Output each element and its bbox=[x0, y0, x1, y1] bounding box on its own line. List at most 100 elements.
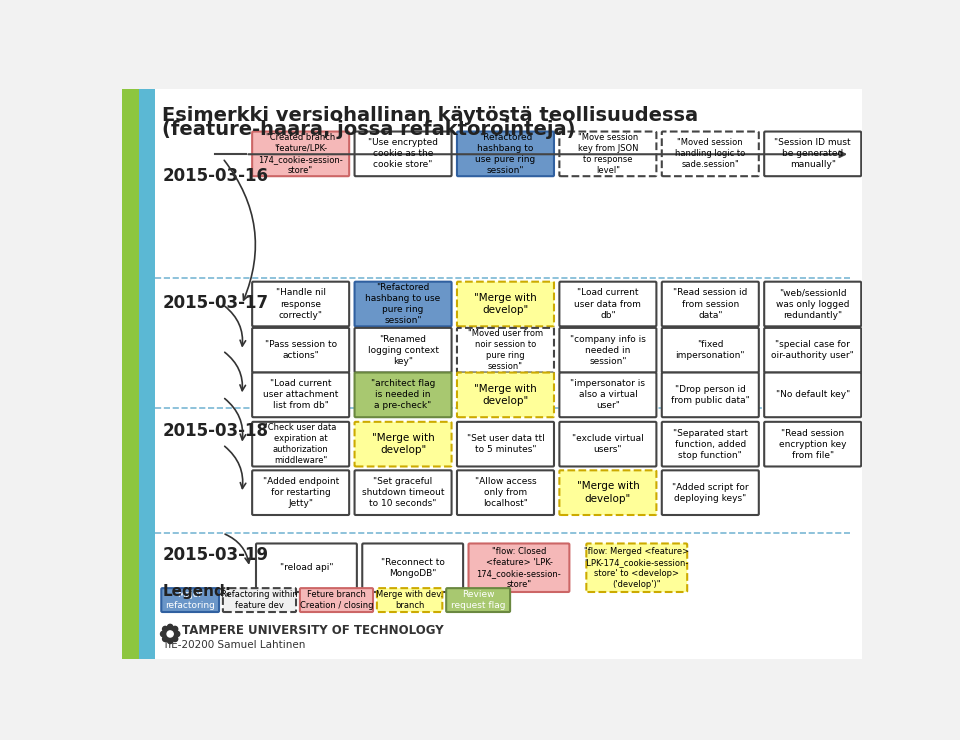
Text: TAMPERE UNIVERSITY OF TECHNOLOGY: TAMPERE UNIVERSITY OF TECHNOLOGY bbox=[182, 625, 444, 637]
Text: "Merge with
develop": "Merge with develop" bbox=[474, 293, 537, 315]
Text: 2015-03-19: 2015-03-19 bbox=[162, 546, 269, 565]
FancyBboxPatch shape bbox=[661, 132, 758, 176]
FancyBboxPatch shape bbox=[560, 328, 657, 372]
FancyBboxPatch shape bbox=[252, 422, 349, 466]
Circle shape bbox=[167, 631, 173, 637]
FancyBboxPatch shape bbox=[587, 543, 687, 592]
FancyBboxPatch shape bbox=[661, 471, 758, 515]
Text: "Load current
user attachment
list from db": "Load current user attachment list from … bbox=[263, 380, 338, 411]
Text: "Drop person id
from public data": "Drop person id from public data" bbox=[671, 385, 750, 405]
FancyBboxPatch shape bbox=[457, 422, 554, 466]
FancyBboxPatch shape bbox=[256, 543, 357, 592]
Text: "Set graceful
shutdown timeout
to 10 seconds": "Set graceful shutdown timeout to 10 sec… bbox=[362, 477, 444, 508]
FancyBboxPatch shape bbox=[161, 588, 219, 612]
FancyBboxPatch shape bbox=[764, 372, 861, 417]
Text: "fixed
impersonation": "fixed impersonation" bbox=[676, 340, 745, 360]
Text: "Merge with
develop": "Merge with develop" bbox=[474, 383, 537, 406]
Circle shape bbox=[167, 625, 173, 630]
Text: 2015-03-18: 2015-03-18 bbox=[162, 423, 269, 440]
FancyBboxPatch shape bbox=[252, 132, 349, 176]
Text: "Renamed
logging context
key": "Renamed logging context key" bbox=[368, 334, 439, 366]
FancyBboxPatch shape bbox=[139, 89, 155, 659]
Text: "Load current
user data from
db": "Load current user data from db" bbox=[574, 289, 641, 320]
FancyBboxPatch shape bbox=[457, 328, 554, 372]
Text: "Merge with
develop": "Merge with develop" bbox=[577, 482, 639, 504]
FancyBboxPatch shape bbox=[354, 422, 451, 466]
Text: Esimerkki versiohallinan käytöstä teollisuudessa: Esimerkki versiohallinan käytöstä teolli… bbox=[162, 106, 699, 125]
FancyBboxPatch shape bbox=[457, 282, 554, 326]
FancyBboxPatch shape bbox=[354, 282, 451, 326]
Text: "Allow access
only from
localhost": "Allow access only from localhost" bbox=[474, 477, 537, 508]
FancyBboxPatch shape bbox=[661, 282, 758, 326]
Text: "impersonator is
also a virtual
user": "impersonator is also a virtual user" bbox=[570, 380, 645, 411]
Text: "company info is
needed in
session": "company info is needed in session" bbox=[570, 334, 646, 366]
Text: Merge with dev.
branch: Merge with dev. branch bbox=[376, 590, 444, 610]
Text: "No default key": "No default key" bbox=[776, 391, 850, 400]
Text: "Merge with
develop": "Merge with develop" bbox=[372, 433, 435, 455]
Circle shape bbox=[173, 626, 178, 632]
Text: "Read session id
from session
data": "Read session id from session data" bbox=[673, 289, 748, 320]
Text: "Session ID must
be generated
manually": "Session ID must be generated manually" bbox=[775, 138, 851, 169]
Circle shape bbox=[162, 636, 168, 642]
Circle shape bbox=[160, 631, 166, 636]
Text: Refactoring within
feature dev: Refactoring within feature dev bbox=[221, 590, 298, 610]
FancyBboxPatch shape bbox=[377, 588, 443, 612]
Text: "web/sessionId
was only logged
redundantly": "web/sessionId was only logged redundant… bbox=[776, 289, 850, 320]
Circle shape bbox=[167, 638, 173, 644]
FancyBboxPatch shape bbox=[252, 328, 349, 372]
FancyBboxPatch shape bbox=[354, 471, 451, 515]
FancyBboxPatch shape bbox=[560, 422, 657, 466]
Circle shape bbox=[163, 627, 177, 641]
Circle shape bbox=[173, 636, 178, 642]
Text: "Separated start
function, added
stop function": "Separated start function, added stop fu… bbox=[673, 428, 748, 460]
FancyBboxPatch shape bbox=[300, 588, 373, 612]
Text: "special case for
oir-authority user": "special case for oir-authority user" bbox=[771, 340, 854, 360]
Text: "Moved session
handling logic to
sade.session": "Moved session handling logic to sade.se… bbox=[675, 138, 745, 169]
Text: Feture branch
Creation / closing: Feture branch Creation / closing bbox=[300, 590, 373, 610]
FancyBboxPatch shape bbox=[252, 282, 349, 326]
Text: "Added script for
deploying keys": "Added script for deploying keys" bbox=[672, 482, 749, 502]
Text: "Check user data
expiration at
authorization
middleware": "Check user data expiration at authoriza… bbox=[264, 423, 337, 465]
FancyBboxPatch shape bbox=[661, 422, 758, 466]
Text: "Handle nil
response
correctly": "Handle nil response correctly" bbox=[276, 289, 325, 320]
FancyBboxPatch shape bbox=[457, 372, 554, 417]
FancyBboxPatch shape bbox=[560, 282, 657, 326]
Text: "Pass session to
actions": "Pass session to actions" bbox=[265, 340, 337, 360]
FancyBboxPatch shape bbox=[457, 132, 554, 176]
Text: "flow: Closed
<feature> 'LPK-
174_cookie-session-
store": "flow: Closed <feature> 'LPK- 174_cookie… bbox=[476, 547, 562, 589]
Text: 2015-03-16: 2015-03-16 bbox=[162, 166, 269, 185]
Text: "Move session
key from JSON
to response
level": "Move session key from JSON to response … bbox=[578, 132, 638, 175]
Text: "reload api": "reload api" bbox=[279, 563, 333, 572]
FancyBboxPatch shape bbox=[123, 89, 139, 659]
Text: "Moved user from
noir session to
pure ring
session": "Moved user from noir session to pure ri… bbox=[468, 329, 543, 371]
Circle shape bbox=[162, 626, 168, 632]
Text: "Use encrypted
cookie as the
cookie store": "Use encrypted cookie as the cookie stor… bbox=[368, 138, 438, 169]
FancyBboxPatch shape bbox=[252, 471, 349, 515]
FancyBboxPatch shape bbox=[560, 471, 657, 515]
FancyBboxPatch shape bbox=[123, 89, 861, 659]
Text: "architect flag
is needed in
a pre-check": "architect flag is needed in a pre-check… bbox=[371, 380, 435, 411]
FancyBboxPatch shape bbox=[223, 588, 296, 612]
FancyBboxPatch shape bbox=[468, 543, 569, 592]
FancyBboxPatch shape bbox=[354, 372, 451, 417]
FancyBboxPatch shape bbox=[661, 372, 758, 417]
Text: (feature-haara, jossa refaktorointeja): (feature-haara, jossa refaktorointeja) bbox=[162, 120, 576, 138]
Text: 2015-03-17: 2015-03-17 bbox=[162, 294, 269, 312]
Text: TIE-20200 Samuel Lahtinen: TIE-20200 Samuel Lahtinen bbox=[162, 640, 306, 650]
Text: Legend:: Legend: bbox=[162, 584, 231, 599]
FancyBboxPatch shape bbox=[354, 328, 451, 372]
FancyBboxPatch shape bbox=[457, 471, 554, 515]
FancyBboxPatch shape bbox=[446, 588, 510, 612]
Text: "flow: Merged <feature>
'LPK-174_cookie-session-
store' to <develop>
('develop'): "flow: Merged <feature> 'LPK-174_cookie-… bbox=[585, 547, 689, 589]
FancyBboxPatch shape bbox=[560, 132, 657, 176]
Text: "Refactored
hashbang to use
pure ring
session": "Refactored hashbang to use pure ring se… bbox=[366, 283, 441, 325]
FancyBboxPatch shape bbox=[354, 132, 451, 176]
FancyBboxPatch shape bbox=[362, 543, 463, 592]
FancyBboxPatch shape bbox=[764, 422, 861, 466]
Text: "Added endpoint
for restarting
Jetty": "Added endpoint for restarting Jetty" bbox=[262, 477, 339, 508]
FancyBboxPatch shape bbox=[764, 132, 861, 176]
Text: "Set user data ttl
to 5 minutes": "Set user data ttl to 5 minutes" bbox=[467, 434, 544, 454]
Text: "exclude virtual
users": "exclude virtual users" bbox=[572, 434, 644, 454]
FancyBboxPatch shape bbox=[560, 372, 657, 417]
Circle shape bbox=[175, 631, 180, 636]
